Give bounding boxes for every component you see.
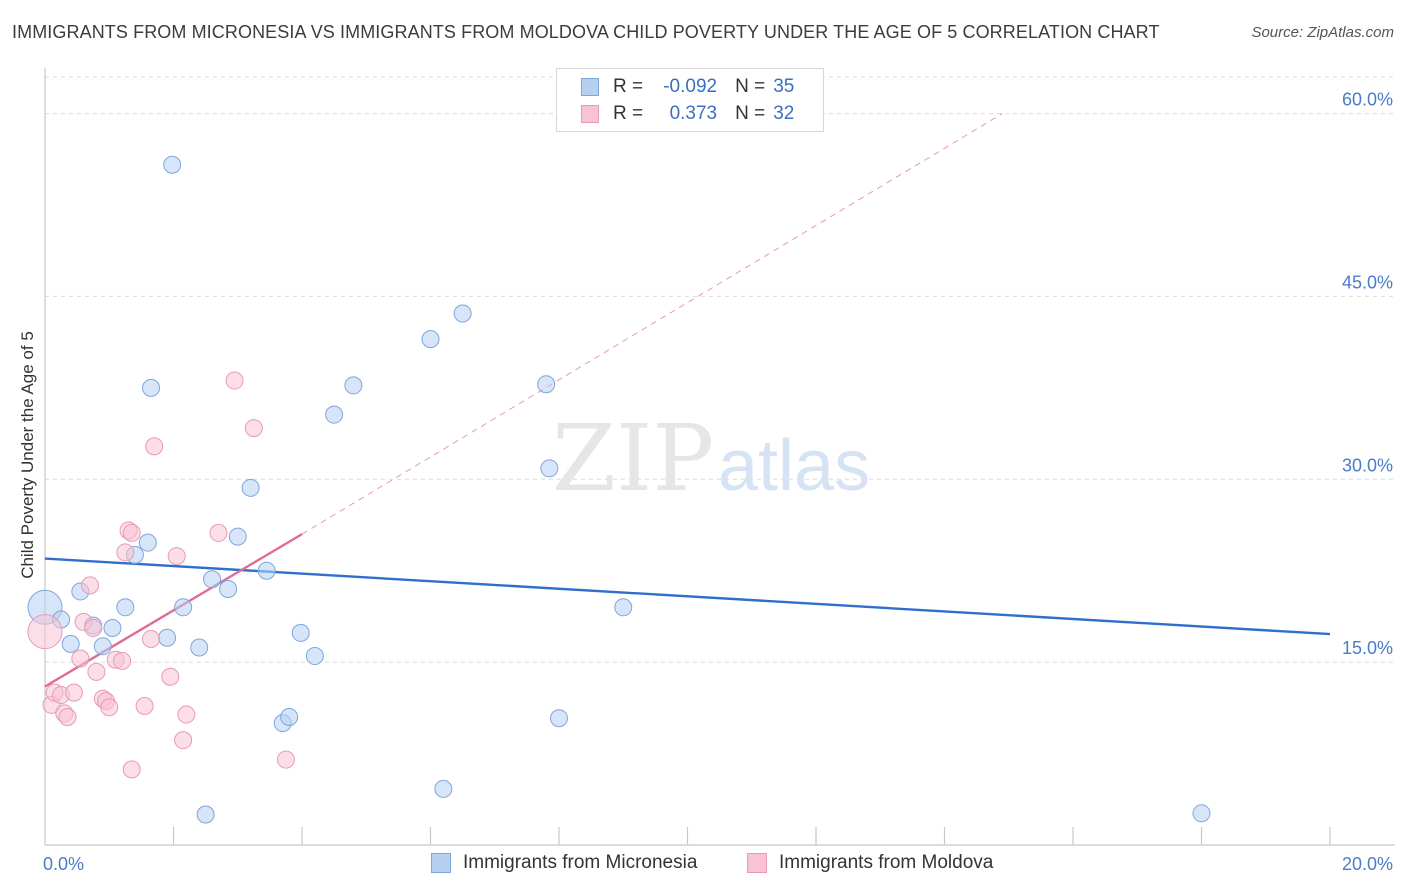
micronesia-point: [93, 637, 112, 656]
legend-item-moldova[interactable]: Immigrants from Moldova: [747, 852, 993, 874]
micronesia-point: [203, 570, 222, 589]
micronesia-point: [163, 155, 182, 174]
micronesia-point: [421, 330, 440, 349]
moldova-point: [27, 614, 63, 650]
micronesia-point: [219, 580, 238, 598]
micronesia-point: [228, 527, 247, 546]
grid-lines: [45, 76, 1395, 663]
moldova-point: [174, 731, 193, 750]
moldova-point: [58, 708, 77, 726]
x-tick-label: 0.0%: [43, 854, 84, 874]
micronesia-point: [434, 779, 453, 798]
moldova-point: [145, 437, 164, 456]
moldova-point: [100, 698, 119, 717]
micronesia-point: [537, 375, 556, 394]
moldova-legend-swatch: [747, 853, 767, 873]
watermark-zip: ZIP: [552, 405, 714, 512]
moldova-point: [276, 750, 295, 769]
y-tick-labels: 15.0% 30.0% 45.0% 60.0%: [1342, 90, 1393, 659]
micronesia-legend-label: Immigrants from Micronesia: [463, 852, 698, 873]
series-legend: Immigrants from Micronesia Immigrants fr…: [0, 852, 1406, 878]
watermark: ZIP atlas: [552, 405, 870, 512]
legend-row-micronesia: R = -0.092 N = 35: [581, 74, 794, 100]
legend-n-value: 35: [773, 76, 795, 97]
moldova-point: [142, 629, 161, 648]
moldova-point: [80, 576, 99, 595]
trend-lines: [44, 113, 1331, 688]
micronesia-point: [614, 598, 633, 617]
legend-r-label: R =: [613, 103, 644, 124]
source-label: Source: ZipAtlas.com: [1251, 24, 1394, 41]
x-tick-label: 20.0%: [1342, 854, 1393, 874]
micronesia-legend-swatch: [431, 853, 451, 873]
moldova-point: [71, 649, 90, 668]
micronesia-point: [280, 708, 299, 726]
y-tick-label: 45.0%: [1342, 272, 1393, 292]
moldova-point: [177, 705, 196, 724]
micronesia-point: [61, 634, 80, 653]
moldova-point: [225, 371, 244, 390]
moldova-point: [84, 619, 103, 638]
micronesia-point: [344, 376, 363, 395]
micronesia-point: [291, 623, 310, 642]
micronesia-point: [1192, 804, 1211, 823]
micronesia-point: [103, 619, 122, 638]
moldova-trend-line: [301, 113, 1003, 535]
moldova-point: [244, 419, 263, 438]
micronesia-point: [325, 405, 344, 424]
micronesia-point: [540, 459, 559, 478]
micronesia-point: [241, 478, 260, 497]
micronesia-point: [116, 598, 135, 617]
micronesia-swatch: [581, 78, 599, 96]
micronesia-point: [174, 598, 193, 617]
y-axis-label: Child Poverty Under the Age of 5: [18, 331, 37, 579]
moldova-legend-label: Immigrants from Moldova: [779, 852, 994, 873]
correlation-legend: R = -0.092 N = 35 R = 0.373 N = 32: [556, 68, 824, 132]
moldova-point: [122, 760, 141, 779]
moldova-point: [167, 547, 186, 566]
moldova-point: [87, 662, 106, 681]
moldova-point: [116, 543, 135, 562]
x-tick-labels: 0.0% 20.0%: [43, 854, 1393, 874]
legend-n-label: N =: [735, 103, 766, 124]
axes: [44, 68, 1395, 846]
legend-row-moldova: R = 0.373 N = 32: [581, 101, 794, 127]
y-tick-label: 30.0%: [1342, 455, 1393, 475]
micronesia-point: [305, 647, 324, 666]
micronesia-point: [142, 378, 161, 397]
moldova-point: [161, 667, 180, 686]
micronesia-point: [158, 628, 177, 647]
moldova-point: [122, 523, 141, 542]
micronesia-point: [550, 709, 568, 728]
micronesia-point: [190, 638, 209, 657]
micronesia-point: [196, 805, 215, 824]
moldova-swatch: [581, 105, 599, 123]
micronesia-point: [257, 561, 276, 580]
legend-r-value: 0.373: [669, 103, 718, 124]
moldova-point: [64, 683, 83, 702]
moldova-point: [135, 697, 154, 716]
y-tick-label: 60.0%: [1342, 90, 1393, 110]
moldova-point: [209, 523, 228, 542]
data-points: [27, 155, 1211, 824]
legend-n-label: N =: [735, 76, 766, 97]
legend-item-micronesia[interactable]: Immigrants from Micronesia: [431, 852, 697, 874]
micronesia-point: [138, 533, 157, 552]
watermark-atlas: atlas: [718, 426, 870, 506]
y-tick-label: 15.0%: [1342, 638, 1393, 658]
micronesia-trend-line: [44, 557, 1331, 636]
legend-r-label: R =: [613, 76, 644, 97]
legend-n-value: 32: [773, 103, 795, 124]
micronesia-point: [453, 304, 472, 323]
moldova-point: [113, 651, 132, 670]
legend-r-value: -0.092: [663, 76, 718, 97]
chart-title: IMMIGRANTS FROM MICRONESIA VS IMMIGRANTS…: [12, 22, 1160, 42]
